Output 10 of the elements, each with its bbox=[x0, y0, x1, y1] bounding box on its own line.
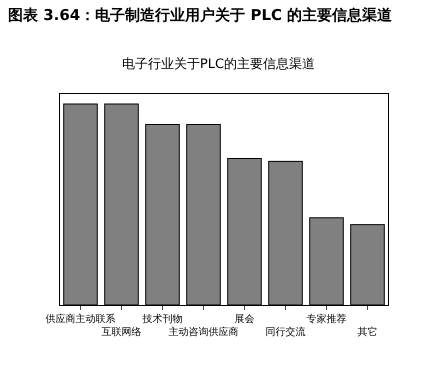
chart-subtitle: 电子行业关于PLC的主要信息渠道 bbox=[122, 56, 316, 72]
x-tick-label: 其它 bbox=[358, 326, 378, 338]
x-tick-label: 展会 bbox=[234, 313, 254, 325]
x-tick-label: 互联网络 bbox=[102, 326, 142, 338]
x-tick-label: 专家推荐 bbox=[306, 313, 346, 325]
x-tick-label: 供应商主动联系 bbox=[46, 313, 116, 325]
chart-title: 图表 3.64：电子制造行业用户关于 PLC 的主要信息渠道 bbox=[8, 6, 392, 25]
x-tick-label: 同行交流 bbox=[266, 326, 306, 338]
x-tick-label: 主动咨询供应商 bbox=[168, 326, 238, 338]
x-tick-label: 技术刊物 bbox=[142, 313, 182, 325]
